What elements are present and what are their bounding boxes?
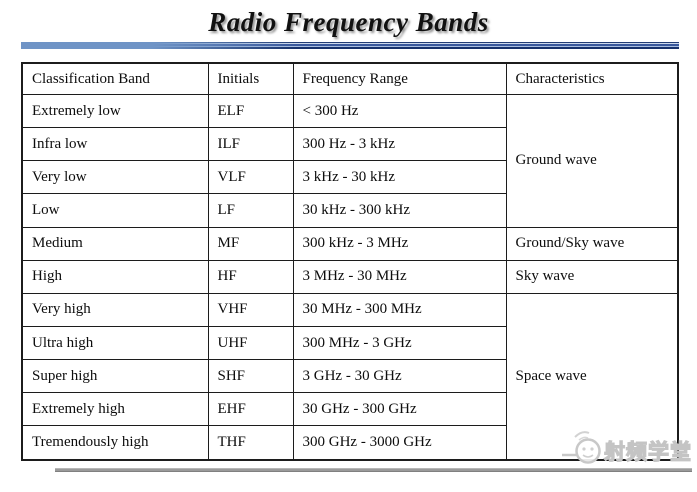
table-row: Extremely high EHF 30 GHz - 300 GHz [21, 392, 678, 427]
table-row: Extremely low ELF < 300 Hz Ground wave [21, 93, 679, 228]
column-header-frequency-range: Frequency Range [292, 62, 507, 95]
title-divider-rule [21, 42, 679, 49]
slide-title: Radio Frequency Bands [208, 7, 489, 37]
cell-band: Extremely low [21, 93, 209, 129]
cell-band: High [21, 259, 209, 294]
cell-initials: LF [207, 193, 294, 228]
cell-band: Extremely high [21, 392, 209, 427]
watermark-text: 射频学堂 [603, 440, 692, 464]
cell-band: Tremendously high [21, 425, 209, 461]
table-row: Tremendously high THF 300 GHz - 3000 GHz [21, 425, 678, 461]
table-row: Ultra high UHF 300 MHz - 3 GHz [21, 325, 678, 361]
table-row: Medium MF 300 kHz - 3 MHz Ground/Sky wav… [21, 226, 679, 261]
cell-initials: VHF [207, 292, 294, 327]
cell-frequency-range: 30 kHz - 300 kHz [292, 193, 507, 228]
column-header-initials: Initials [207, 62, 294, 95]
cell-frequency-range: 300 kHz - 3 MHz [292, 226, 507, 261]
cell-frequency-range: 3 kHz - 30 kHz [292, 160, 507, 195]
cell-initials: MF [207, 226, 294, 261]
column-header-band: Classification Band [21, 62, 209, 95]
cell-initials: UHF [207, 325, 294, 361]
cell-band: Super high [21, 359, 209, 394]
cell-frequency-range: < 300 Hz [292, 93, 507, 129]
cell-characteristics-space-wave: Space wave [505, 292, 679, 461]
cell-initials: VLF [207, 160, 294, 195]
watermark-circle-icon [562, 431, 601, 464]
cell-characteristics-ground-wave: Ground wave [505, 94, 679, 228]
cell-band: Very low [21, 160, 209, 195]
cell-band: Medium [21, 226, 209, 261]
cell-frequency-range: 300 Hz - 3 kHz [292, 127, 507, 162]
table-row: Very high VHF 30 MHz - 300 MHz Space wav… [21, 292, 679, 461]
cell-band: Low [21, 193, 209, 228]
table-row: Super high SHF 3 GHz - 30 GHz [21, 359, 678, 394]
cell-band: Infra low [21, 127, 209, 162]
table-row: Very low VLF 3 kHz - 30 kHz [21, 160, 678, 195]
watermark-logo: 射频学堂 [562, 426, 697, 468]
cell-initials: ILF [207, 127, 294, 162]
rf-bands-table: Classification Band Initials Frequency R… [21, 62, 679, 461]
table-row: Low LF 30 kHz - 300 kHz [21, 193, 678, 228]
column-header-characteristics: Characteristics [505, 62, 679, 95]
cell-initials: EHF [207, 392, 294, 427]
cell-initials: HF [207, 259, 294, 294]
cell-initials: ELF [207, 93, 294, 129]
cell-frequency-range: 30 MHz - 300 MHz [292, 292, 507, 327]
cell-characteristics-sky-wave: Sky wave [505, 259, 679, 294]
cell-band: Ultra high [21, 325, 209, 361]
cell-frequency-range: 300 MHz - 3 GHz [292, 325, 507, 361]
footer-divider-rule [55, 468, 692, 472]
cell-initials: SHF [207, 359, 294, 394]
table-row: Infra low ILF 300 Hz - 3 kHz [21, 127, 678, 162]
table-row: High HF 3 MHz - 30 MHz Sky wave [21, 259, 679, 294]
cell-band: Very high [21, 292, 209, 327]
cell-frequency-range: 3 MHz - 30 MHz [292, 259, 507, 294]
cell-frequency-range: 30 GHz - 300 GHz [292, 392, 507, 427]
cell-initials: THF [207, 425, 294, 461]
cell-frequency-range: 3 GHz - 30 GHz [292, 359, 507, 394]
table-header-row: Classification Band Initials Frequency R… [21, 62, 679, 95]
cell-frequency-range: 300 GHz - 3000 GHz [292, 425, 507, 461]
cell-characteristics-ground-sky-wave: Ground/Sky wave [505, 226, 679, 261]
